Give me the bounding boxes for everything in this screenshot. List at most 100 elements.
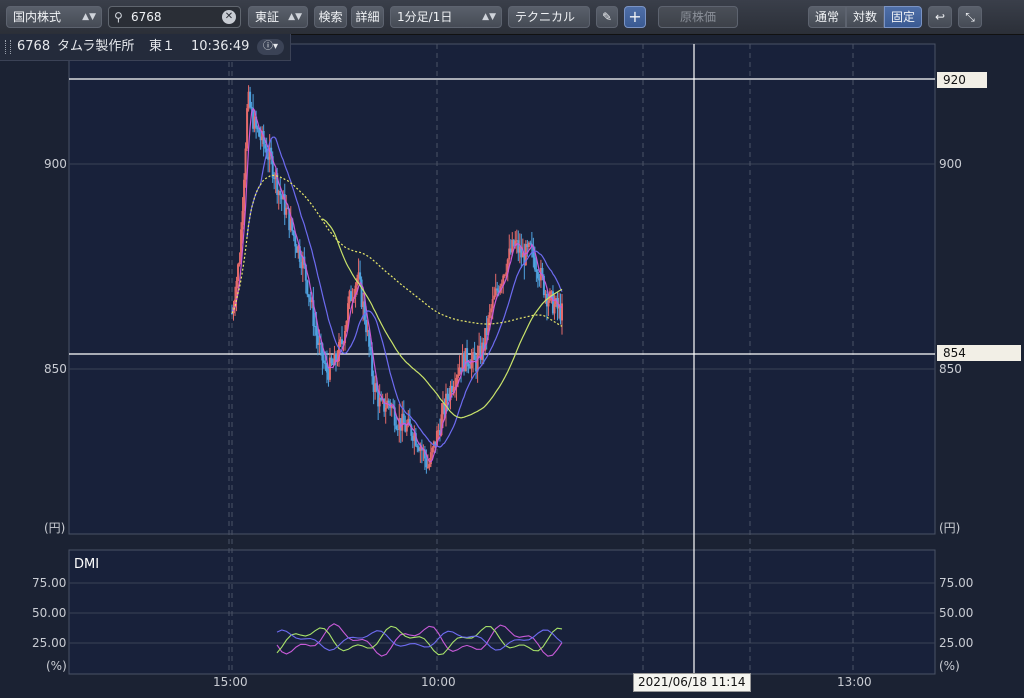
candle-body [390, 405, 393, 409]
candle-body [294, 235, 297, 247]
candle-body [274, 173, 277, 180]
candle-body [431, 447, 434, 453]
y-tick-left-850: 850 [44, 362, 67, 376]
candle-body [508, 248, 511, 260]
candle-body [536, 272, 539, 279]
symbol-market: 東１ [149, 39, 176, 54]
candle-body [491, 299, 494, 309]
candle-body [241, 210, 244, 230]
candle-body [324, 362, 327, 364]
candle-body [244, 148, 247, 180]
dmi-adx-line [276, 629, 563, 651]
candle-body [271, 156, 274, 178]
candle-body [535, 269, 538, 273]
candle-body [243, 179, 246, 211]
candle-body [259, 136, 262, 141]
candle-body [500, 283, 503, 287]
symbol-info-bar: 6768 タムラ製作所 東１ 10:36:49 ⓘ▾ [0, 34, 291, 61]
candle-body [325, 363, 328, 373]
candle-body [371, 350, 374, 377]
candle-body [502, 275, 505, 284]
dmi-tick-left-75: 75.00 [32, 576, 67, 590]
candle-body [334, 353, 337, 362]
interval-select[interactable]: 1分足/1日 ▲▼ [390, 6, 502, 28]
candle-body [372, 376, 375, 392]
candle-body [276, 173, 279, 195]
candle-body [527, 242, 530, 248]
candle-body [285, 207, 288, 215]
candle-body [357, 272, 360, 279]
candle-body [482, 342, 485, 351]
undo-icon[interactable]: ↩ [928, 6, 952, 28]
x-tick-1500: 15:00 [213, 675, 248, 689]
pencil-icon[interactable]: ✎ [596, 6, 618, 28]
scale-log-button[interactable]: 対数 [846, 6, 884, 28]
candle-body [422, 449, 425, 451]
detail-button[interactable]: 詳細 [351, 6, 384, 28]
candle-body [327, 372, 330, 380]
info-dropdown-icon[interactable]: ⓘ▾ [257, 39, 284, 55]
candle-body [487, 318, 490, 336]
original-price-button[interactable]: 原株価 [658, 6, 738, 28]
scale-normal-button[interactable]: 通常 [808, 6, 846, 28]
candle-body [512, 239, 515, 246]
candle-body [446, 393, 449, 400]
crosshair-icon[interactable]: + [624, 6, 646, 28]
collapse-icon[interactable]: ⤡ [958, 6, 982, 28]
candle-body [300, 261, 303, 269]
candle-body [369, 346, 372, 351]
dmi-minus-line [276, 623, 563, 657]
candle-body [393, 407, 396, 426]
candle-body [247, 91, 250, 109]
select-arrows-icon: ▲▼ [82, 12, 96, 22]
candle-body [240, 229, 243, 263]
drag-handle-icon[interactable] [5, 40, 11, 54]
candle-body [289, 218, 292, 231]
candle-body [404, 424, 407, 432]
candle-body [396, 428, 399, 430]
candle-body [493, 295, 496, 300]
candle-body [277, 191, 280, 195]
technical-select[interactable]: テクニカル [508, 6, 590, 28]
candle-body [542, 275, 545, 296]
candle-body [473, 352, 476, 360]
select-arrows-icon: ▲▼ [288, 12, 302, 22]
clear-icon[interactable]: ✕ [222, 10, 236, 24]
search-input[interactable]: ⚲ 6768 ✕ [108, 6, 241, 28]
candle-body [509, 248, 512, 253]
y-tick-right-850: 850 [939, 362, 962, 376]
exchange-select[interactable]: 東証 ▲▼ [248, 6, 308, 28]
candle-body [484, 328, 487, 351]
candle-body [398, 418, 401, 430]
dmi-tick-right-75: 75.00 [939, 576, 974, 590]
market-select[interactable]: 国内株式 ▲▼ [6, 6, 102, 28]
candle-body [360, 279, 363, 308]
search-button[interactable]: 検索 [314, 6, 347, 28]
candle-body [359, 272, 362, 280]
candle-body [437, 430, 440, 432]
candle-body [559, 304, 562, 321]
y-unit-right: (円) [939, 521, 961, 535]
candle-body [443, 402, 446, 414]
candle-body [387, 400, 390, 403]
scale-fixed-button[interactable]: 固定 [884, 6, 922, 28]
candle-body [408, 418, 411, 426]
candle-body [449, 385, 452, 401]
candle-body [316, 335, 319, 345]
crosshair-time-label: 2021/06/18 11:14 [633, 673, 751, 692]
candle-body [472, 352, 475, 360]
market-select-value: 国内株式 [13, 10, 62, 24]
candle-body [401, 413, 404, 431]
candle-body [440, 414, 443, 436]
candle-body [485, 328, 488, 336]
candle-body [315, 326, 318, 336]
candle-body [481, 342, 484, 360]
candle-body [490, 308, 493, 313]
candle-body [347, 303, 350, 321]
candle-body [463, 353, 466, 372]
candle-body [461, 353, 464, 372]
candle-body [467, 363, 470, 367]
candle-body [551, 291, 554, 314]
